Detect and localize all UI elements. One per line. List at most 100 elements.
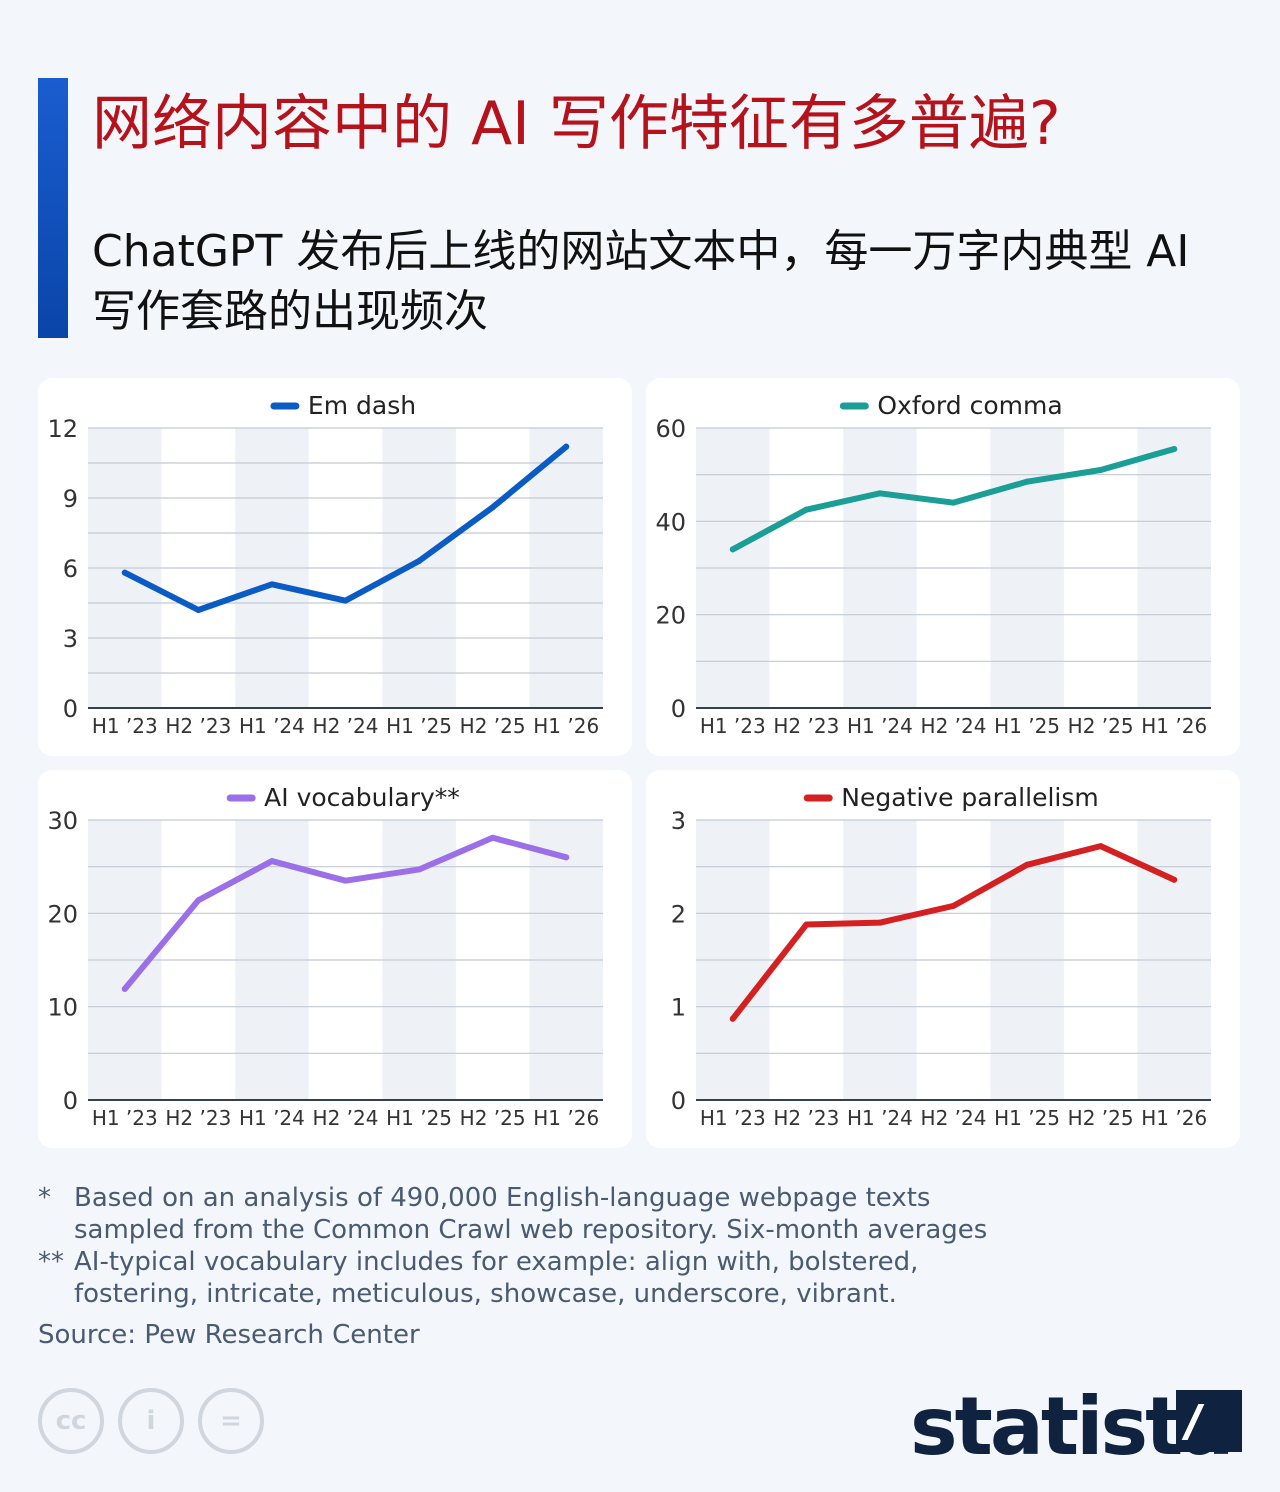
legend-label: AI vocabulary** bbox=[264, 783, 460, 812]
y-tick-label: 40 bbox=[655, 508, 686, 536]
y-tick-label: 0 bbox=[63, 695, 78, 723]
x-tick-label: H2 ’24 bbox=[921, 1106, 987, 1130]
y-tick-label: 0 bbox=[671, 695, 686, 723]
y-tick-label: 12 bbox=[47, 415, 78, 443]
chart-panel-ai-vocabulary: 0 10 20 30 H1 ’23 H2 ’23 H1 ’24 H2 ’24 H1 ’25 H2 … bbox=[38, 770, 632, 1148]
data-point bbox=[1097, 843, 1104, 850]
series-line bbox=[729, 446, 1178, 553]
cc-icon[interactable]: cc bbox=[38, 1388, 104, 1454]
data-point bbox=[342, 877, 349, 884]
x-tick-label: H2 ’24 bbox=[921, 714, 987, 738]
data-point bbox=[121, 985, 128, 992]
page-subtitle: ChatGPT 发布后上线的网站文本中，每一万字内典型 AI 写作套路的出现频次 bbox=[92, 226, 1190, 337]
data-point bbox=[489, 504, 496, 511]
x-tick-label: H1 ’23 bbox=[700, 714, 766, 738]
legend: Em dash bbox=[270, 391, 416, 420]
x-tick-label: H1 ’26 bbox=[533, 714, 599, 738]
x-tick-label: H1 ’26 bbox=[1141, 714, 1207, 738]
series-line bbox=[729, 843, 1178, 1022]
x-tick-label: H1 ’24 bbox=[239, 714, 305, 738]
footnote-mark: * bbox=[38, 1183, 51, 1213]
data-point bbox=[1097, 467, 1104, 473]
legend-label: Negative parallelism bbox=[841, 783, 1098, 812]
accent-bar bbox=[38, 78, 68, 338]
footnote-mark: ** bbox=[38, 1247, 64, 1277]
data-point bbox=[1024, 861, 1031, 868]
x-tick-label: H2 ’24 bbox=[313, 714, 379, 738]
x-tick-label: H2 ’25 bbox=[460, 1106, 526, 1130]
series-line bbox=[121, 443, 570, 613]
page-title: 网络内容中的 AI 写作特征有多普遍? bbox=[92, 89, 1061, 159]
attribution-icon[interactable]: i bbox=[118, 1388, 184, 1454]
x-tick-label: H2 ’23 bbox=[773, 714, 839, 738]
data-point bbox=[489, 834, 496, 841]
y-tick-label: 20 bbox=[47, 900, 78, 928]
data-point bbox=[950, 902, 957, 909]
x-tick-label: H1 ’23 bbox=[700, 1106, 766, 1130]
y-tick-label: 0 bbox=[671, 1087, 686, 1115]
x-tick-label: H1 ’23 bbox=[92, 1106, 158, 1130]
data-point bbox=[268, 581, 275, 588]
x-tick-label: H1 ’25 bbox=[386, 1106, 452, 1130]
statista-logo-mark-icon bbox=[1176, 1390, 1242, 1452]
x-tick-label: H1 ’25 bbox=[994, 1106, 1060, 1130]
x-tick-label: H1 ’25 bbox=[386, 714, 452, 738]
license-icons: cc i = bbox=[38, 1388, 264, 1454]
x-tick-label: H2 ’24 bbox=[313, 1106, 379, 1130]
footnote-1: * Based on an analysis of 490,000 Englis… bbox=[38, 1182, 1038, 1246]
x-tick-label: H1 ’24 bbox=[847, 1106, 913, 1130]
y-tick-label: 2 bbox=[671, 900, 686, 928]
y-tick-label: 3 bbox=[671, 807, 686, 835]
x-tick-label: H2 ’25 bbox=[1068, 1106, 1134, 1130]
x-tick-label: H1 ’24 bbox=[847, 714, 913, 738]
data-point bbox=[803, 506, 810, 513]
y-tick-label: 30 bbox=[47, 807, 78, 835]
y-tick-label: 9 bbox=[63, 485, 78, 513]
footnote-text: Based on an analysis of 490,000 English-… bbox=[74, 1183, 988, 1245]
data-point bbox=[1171, 446, 1178, 452]
y-tick-label: 20 bbox=[655, 602, 686, 630]
data-point bbox=[950, 499, 957, 506]
legend: Negative parallelism bbox=[803, 783, 1099, 812]
x-tick-label: H1 ’23 bbox=[92, 714, 158, 738]
data-point bbox=[563, 443, 570, 450]
data-point bbox=[729, 546, 736, 553]
y-tick-label: 3 bbox=[63, 625, 78, 653]
negative-parallelism-chart: 0 1 2 3 H1 ’23 H2 ’23 H1 ’24 H2 ’24 H1 ’25 H2 ’25… bbox=[671, 783, 1211, 1130]
legend: Oxford comma bbox=[839, 391, 1063, 420]
y-tick-label: 10 bbox=[47, 994, 78, 1022]
y-tick-label: 1 bbox=[671, 994, 686, 1022]
footnote-2: ** AI-typical vocabulary includes for ex… bbox=[38, 1246, 1038, 1310]
data-point bbox=[876, 490, 883, 497]
oxford-comma-chart: 0 20 40 60 H1 ’23 H2 ’23 H1 ’24 H2 ’24 H1 ’25 H2 … bbox=[655, 391, 1211, 738]
ai-vocabulary-chart: 0 10 20 30 H1 ’23 H2 ’23 H1 ’24 H2 ’24 H1 ’25 H2 … bbox=[47, 783, 603, 1130]
data-point bbox=[1171, 876, 1178, 883]
y-tick-label: 60 bbox=[655, 415, 686, 443]
data-point bbox=[121, 569, 128, 576]
data-point bbox=[268, 858, 275, 865]
y-tick-label: 6 bbox=[63, 555, 78, 583]
footnotes: * Based on an analysis of 490,000 Englis… bbox=[38, 1182, 1038, 1310]
data-point bbox=[729, 1015, 736, 1022]
em-dash-chart: 0 3 6 9 12 H1 ’23 H2 ’23 H1 ’24 H2 ’24 H1 ’25 H2 ’… bbox=[47, 391, 603, 738]
source-text: Source: Pew Research Center bbox=[38, 1320, 420, 1350]
chart-panel-negative-parallelism: 0 1 2 3 H1 ’23 H2 ’23 H1 ’24 H2 ’24 H1 ’25 H2 ’25… bbox=[646, 770, 1240, 1148]
y-tick-label: 0 bbox=[63, 1087, 78, 1115]
data-point bbox=[876, 919, 883, 926]
no-derivatives-icon[interactable]: = bbox=[198, 1388, 264, 1454]
footnote-text: AI-typical vocabulary includes for examp… bbox=[74, 1247, 919, 1309]
data-point bbox=[342, 597, 349, 604]
chart-panel-em-dash: 0 3 6 9 12 H1 ’23 H2 ’23 H1 ’24 H2 ’24 H1 ’25 H2 ’… bbox=[38, 378, 632, 756]
data-point bbox=[195, 897, 202, 904]
chart-panel-oxford-comma: 0 20 40 60 H1 ’23 H2 ’23 H1 ’24 H2 ’24 H1 ’25 H2 … bbox=[646, 378, 1240, 756]
data-point bbox=[563, 854, 570, 861]
x-tick-label: H2 ’23 bbox=[165, 714, 231, 738]
x-tick-label: H2 ’23 bbox=[165, 1106, 231, 1130]
x-tick-label: H2 ’25 bbox=[460, 714, 526, 738]
x-tick-label: H1 ’26 bbox=[533, 1106, 599, 1130]
x-tick-label: H1 ’25 bbox=[994, 714, 1060, 738]
x-tick-label: H1 ’26 bbox=[1141, 1106, 1207, 1130]
legend-label: Oxford comma bbox=[877, 391, 1062, 420]
x-tick-label: H2 ’23 bbox=[773, 1106, 839, 1130]
legend: AI vocabulary** bbox=[226, 783, 460, 812]
